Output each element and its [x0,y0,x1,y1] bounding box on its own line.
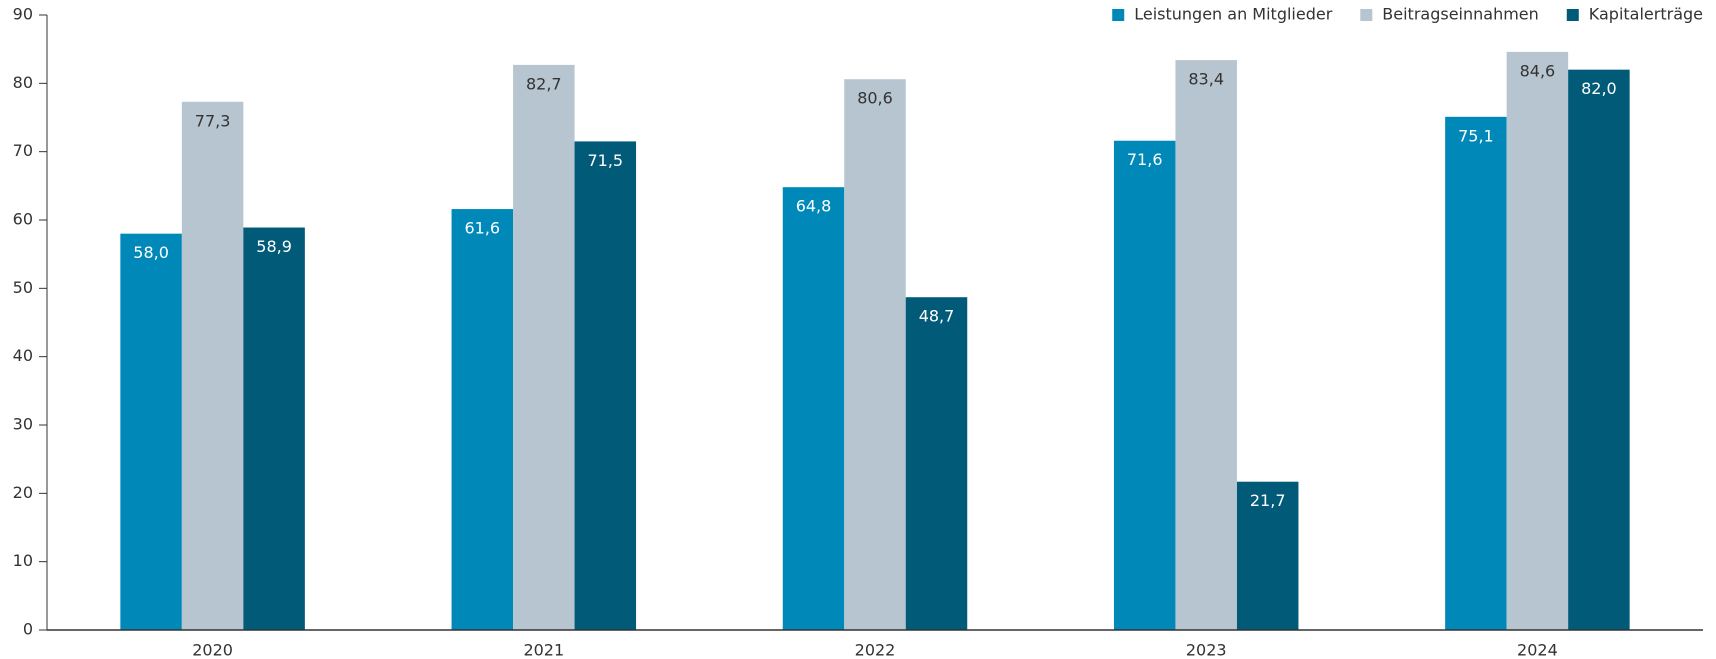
bar [905,297,968,630]
x-tick-label: 2020 [192,641,233,659]
bar [181,101,244,631]
x-tick-label: 2024 [1517,641,1558,659]
bar [451,209,514,631]
data-label: 58,9 [256,237,292,256]
bar [1568,69,1630,630]
x-tick-label: 2022 [855,641,896,659]
bar [1506,51,1569,630]
legend-swatch [1112,9,1125,21]
y-tick-label: 10 [13,551,33,570]
bar [1236,481,1299,630]
data-label: 82,0 [1581,79,1617,98]
data-label: 61,6 [464,219,500,238]
bar [1175,60,1237,631]
legend-label: Leistungen an Mitglieder [1134,5,1332,24]
x-tick-label: 2023 [1186,641,1227,659]
data-label: 48,7 [919,307,955,326]
data-label: 71,6 [1127,150,1163,169]
y-tick-label: 70 [13,141,33,160]
y-tick-label: 40 [13,346,33,365]
y-tick-label: 60 [13,210,33,229]
legend-swatch [1566,9,1579,21]
data-label: 64,8 [796,197,832,216]
data-label: 80,6 [857,89,893,108]
data-label: 84,6 [1520,61,1556,80]
y-tick-label: 20 [13,483,33,502]
bar [782,187,845,630]
y-tick-label: 30 [13,415,33,434]
x-tick-label: 2021 [523,641,564,659]
bar [1113,140,1176,630]
data-label: 21,7 [1250,491,1286,510]
legend-label: Kapitalerträge [1589,5,1703,24]
y-tick-label: 80 [13,73,33,92]
bar [574,141,637,630]
bar [243,227,305,630]
data-label: 82,7 [526,74,562,93]
bar [844,79,906,630]
data-label: 75,1 [1458,126,1494,145]
y-tick-label: 50 [13,278,33,297]
bar [1445,116,1507,631]
data-label: 77,3 [195,111,231,130]
data-label: 71,5 [587,151,623,170]
legend-label: Beitragseinnahmen [1382,5,1539,24]
data-label: 83,4 [1188,70,1224,89]
legend-swatch [1360,9,1373,21]
bar [120,233,182,630]
bar [513,64,575,631]
y-tick-label: 0 [23,620,33,639]
y-tick-label: 90 [13,5,33,24]
data-label: 58,0 [133,243,169,262]
